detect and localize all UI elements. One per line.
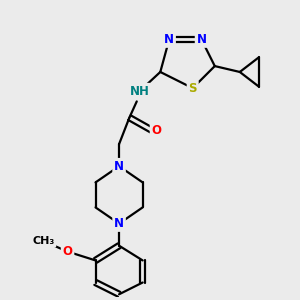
Text: O: O (152, 124, 161, 137)
Text: CH₃: CH₃ (33, 236, 55, 246)
Text: NH: NH (130, 85, 150, 98)
Text: N: N (196, 33, 206, 46)
Text: S: S (188, 82, 197, 95)
Text: O: O (63, 245, 73, 258)
Text: N: N (114, 160, 124, 173)
Text: N: N (114, 217, 124, 230)
Text: N: N (164, 33, 174, 46)
